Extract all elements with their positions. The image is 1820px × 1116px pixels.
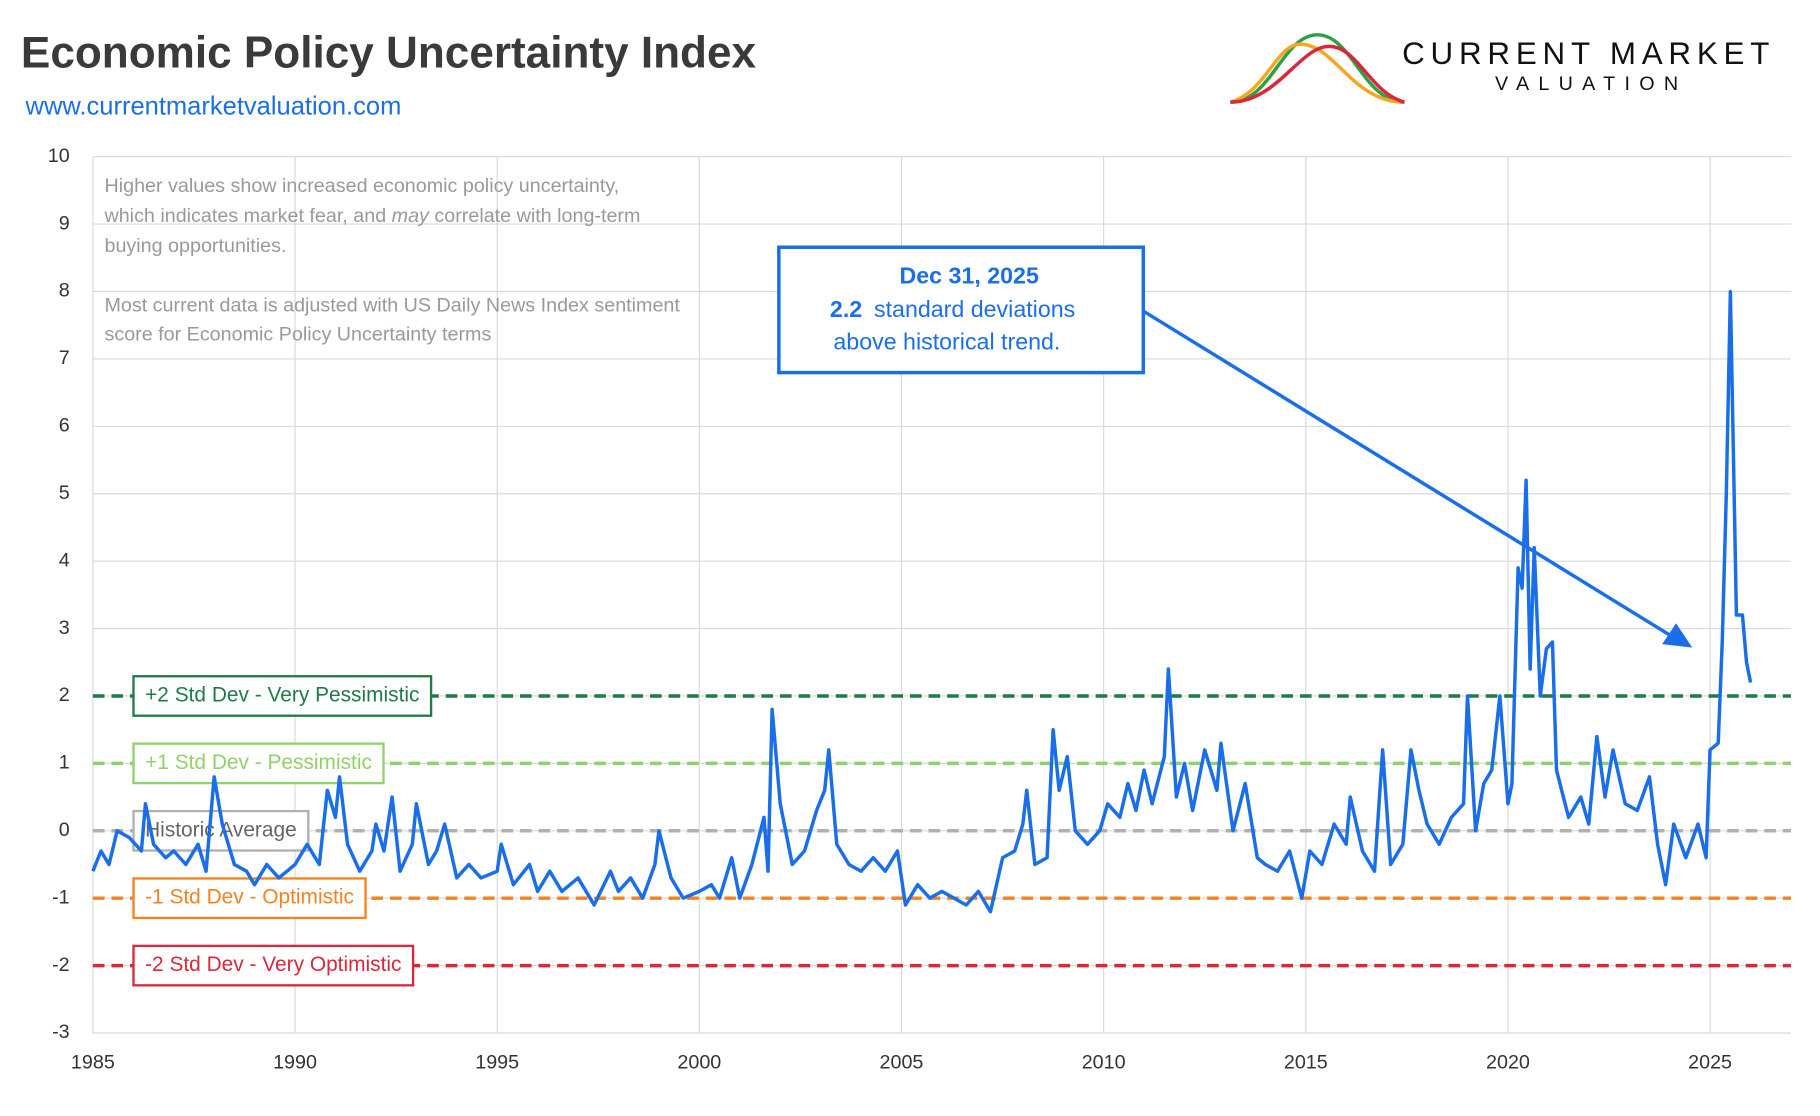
y-tick-label: -3 <box>52 1021 70 1043</box>
note-text: buying opportunities. <box>104 235 286 257</box>
x-tick-label: 2025 <box>1688 1051 1732 1073</box>
reference-label-box <box>132 675 433 717</box>
note: Higher values show increased economic po… <box>104 175 619 197</box>
note: Most current data is adjusted with US Da… <box>104 295 680 317</box>
y-tick-label: 0 <box>59 819 70 841</box>
y-tick-label: 1 <box>59 752 70 774</box>
note: score for Economic Policy Uncertainty te… <box>104 324 491 346</box>
note-text: Most current data is adjusted with US Da… <box>104 295 680 317</box>
y-tick-label: -2 <box>52 954 70 976</box>
note-text: score for Economic Policy Uncertainty te… <box>104 324 491 346</box>
callout-value: 2.2 <box>830 296 862 322</box>
logo <box>1229 33 1405 104</box>
y-tick-label: 10 <box>48 145 70 167</box>
callout-arrow <box>1142 309 1673 638</box>
note: which indicates market fear, and may cor… <box>103 205 640 227</box>
x-tick-label: 2000 <box>677 1051 721 1073</box>
note-text: correlate with long-term <box>429 205 641 227</box>
arrow-head <box>1662 623 1693 648</box>
grid: -3 -2 -1 0 1 2 3 4 5 6 7 8 9 10 1985 1990 1995 2000 2005 20… <box>48 145 1791 1073</box>
y-tick-label: 8 <box>59 280 70 302</box>
y-tick-label: 4 <box>59 549 70 571</box>
brand-sub: VALUATION <box>1495 73 1687 95</box>
reference-label-box <box>132 944 415 987</box>
reference-label: +2 Std Dev - Very Pessimistic <box>145 683 419 706</box>
reference-label: +1 Std Dev - Pessimistic <box>145 751 372 774</box>
y-tick-label: 9 <box>59 212 70 234</box>
callout-line3: above historical trend. <box>833 329 1060 355</box>
y-tick-label: 6 <box>59 415 70 437</box>
reference-label-box <box>132 742 385 785</box>
note-text: Higher values show increased economic po… <box>104 175 619 197</box>
reference-lines: +2 Std Dev - Very Pessimistic +1 Std Dev … <box>92 675 1791 987</box>
x-tick-label: 1995 <box>475 1051 519 1073</box>
y-tick-label: 3 <box>59 617 70 639</box>
callout-box <box>777 245 1146 375</box>
reference-label: Historic Average <box>145 818 297 841</box>
note-text: may <box>392 205 430 227</box>
callout: Dec 31, 2025 2.2 standard deviations abo… <box>777 245 1693 648</box>
y-tick-label: 2 <box>59 684 70 706</box>
notes: Higher values show increased economic po… <box>103 175 680 346</box>
note-text: which indicates market fear, and <box>103 205 391 227</box>
callout-date: Dec 31, 2025 <box>900 263 1039 289</box>
brand-name: CURRENT MARKET <box>1402 36 1775 71</box>
y-tick-label: -1 <box>52 886 70 908</box>
subtitle: www.currentmarketvaluation.com <box>25 93 402 121</box>
note: buying opportunities. <box>104 235 286 257</box>
x-tick-label: 2020 <box>1486 1051 1530 1073</box>
y-tick-label: 5 <box>59 482 70 504</box>
series <box>91 289 1753 914</box>
reference-label: -1 Std Dev - Optimistic <box>145 886 354 909</box>
callout-line2: standard deviations <box>874 296 1075 322</box>
x-tick-label: 1990 <box>273 1051 317 1073</box>
x-tick-label: 1985 <box>71 1051 115 1073</box>
chart-title: Economic Policy Uncertainty Index <box>21 28 757 77</box>
x-tick-label: 2015 <box>1284 1051 1328 1073</box>
x-tick-label: 2005 <box>880 1051 924 1073</box>
series-line <box>91 289 1753 914</box>
x-tick-label: 2010 <box>1082 1051 1126 1073</box>
y-tick-label: 7 <box>59 347 70 369</box>
reference-label: -2 Std Dev - Very Optimistic <box>145 953 401 976</box>
